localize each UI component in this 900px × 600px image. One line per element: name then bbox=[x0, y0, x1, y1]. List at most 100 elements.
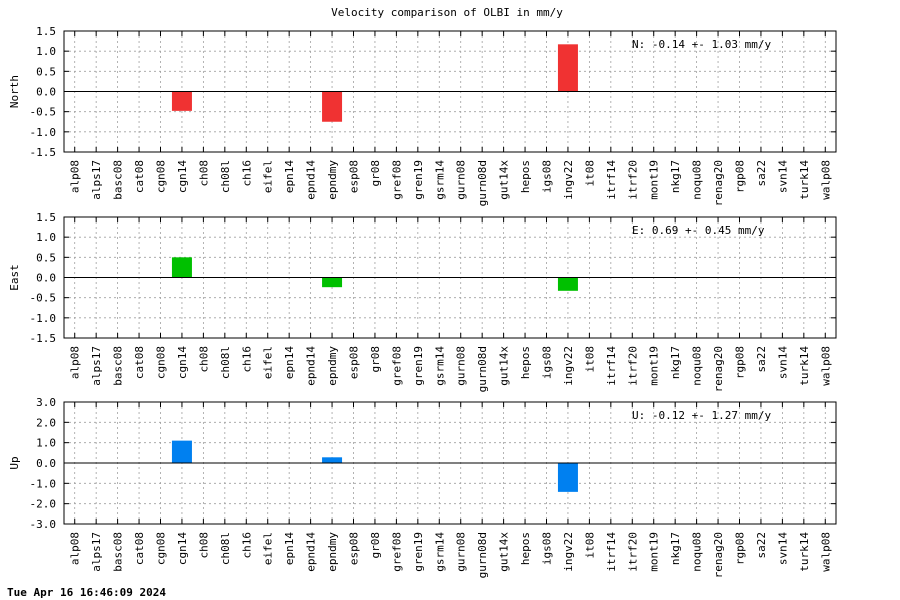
x-tick-label: igs08 bbox=[541, 160, 554, 193]
x-tick-label: basc08 bbox=[112, 532, 125, 572]
bar-ingv22 bbox=[557, 44, 578, 92]
x-tick-label: alp08 bbox=[69, 532, 82, 565]
x-tick-label: cgn14 bbox=[176, 160, 189, 193]
x-tick-label: turk14 bbox=[798, 160, 811, 200]
x-tick-label: gurn08d bbox=[476, 532, 489, 578]
x-tick-label: hepos bbox=[519, 160, 532, 193]
x-tick-label: it08 bbox=[583, 346, 596, 373]
x-tick-label: cat08 bbox=[133, 346, 146, 379]
y-tick-label: 3.0 bbox=[36, 396, 56, 409]
x-tick-label: renag20 bbox=[712, 160, 725, 206]
x-tick-label: gren19 bbox=[412, 532, 425, 572]
bar-epndmy bbox=[322, 91, 343, 122]
y-axis-label: East bbox=[8, 264, 21, 291]
x-tick-label: sa22 bbox=[755, 160, 768, 187]
y-tick-label: -1.5 bbox=[30, 332, 57, 345]
x-tick-label: walp08 bbox=[819, 346, 832, 386]
x-tick-label: mont19 bbox=[648, 532, 661, 572]
x-tick-label: alp08 bbox=[69, 346, 82, 379]
x-tick-label: nkg17 bbox=[669, 346, 682, 379]
x-tick-label: epn14 bbox=[283, 160, 296, 193]
y-axis-label: Up bbox=[8, 456, 21, 469]
x-tick-label: ch08l bbox=[219, 346, 232, 379]
x-tick-label: ingv22 bbox=[562, 160, 575, 200]
x-tick-label: ch16 bbox=[240, 346, 253, 373]
x-tick-label: nkg17 bbox=[669, 160, 682, 193]
x-tick-label: gsrm14 bbox=[433, 532, 446, 572]
x-tick-label: turk14 bbox=[798, 346, 811, 386]
stats-annotation: U: -0.12 +- 1.27 mm/y bbox=[632, 409, 771, 422]
x-tick-label: cgn14 bbox=[176, 532, 189, 565]
x-tick-label: it08 bbox=[583, 160, 596, 187]
x-tick-label: itrf14 bbox=[605, 532, 618, 572]
x-tick-label: igs08 bbox=[541, 532, 554, 565]
x-tick-label: gren19 bbox=[412, 346, 425, 386]
x-tick-label: svn14 bbox=[776, 532, 789, 565]
x-tick-label: cgn08 bbox=[155, 532, 168, 565]
x-tick-label: gr08 bbox=[369, 346, 382, 373]
x-tick-label: rgp08 bbox=[734, 532, 747, 565]
y-tick-label: -2.0 bbox=[30, 498, 57, 511]
x-tick-label: itrf20 bbox=[626, 346, 639, 386]
bar-ingv22 bbox=[557, 277, 578, 291]
x-tick-label: alps17 bbox=[90, 160, 103, 200]
x-tick-label: esp08 bbox=[348, 532, 361, 565]
x-tick-label: eifel bbox=[262, 532, 275, 565]
x-tick-label: cat08 bbox=[133, 532, 146, 565]
y-tick-label: -3.0 bbox=[30, 518, 57, 531]
x-tick-label: ch08l bbox=[219, 532, 232, 565]
x-tick-label: esp08 bbox=[348, 160, 361, 193]
x-tick-label: epn14 bbox=[283, 532, 296, 565]
y-tick-label: -0.5 bbox=[30, 292, 57, 305]
bar-epndmy bbox=[322, 457, 343, 463]
x-tick-label: esp08 bbox=[348, 346, 361, 379]
y-axis-label: North bbox=[8, 75, 21, 108]
y-tick-label: 1.0 bbox=[36, 231, 56, 244]
x-tick-label: gr08 bbox=[369, 532, 382, 559]
x-tick-label: gref08 bbox=[390, 532, 403, 572]
x-tick-label: gut14x bbox=[498, 346, 511, 386]
x-tick-label: walp08 bbox=[819, 532, 832, 572]
y-tick-label: 0.5 bbox=[36, 251, 56, 264]
x-tick-label: ingv22 bbox=[562, 346, 575, 386]
x-tick-label: gurn08 bbox=[455, 346, 468, 386]
x-tick-label: epnd14 bbox=[305, 346, 318, 386]
x-tick-label: cgn14 bbox=[176, 346, 189, 379]
y-tick-label: 1.0 bbox=[36, 45, 56, 58]
x-tick-label: cgn08 bbox=[155, 160, 168, 193]
x-tick-label: ch16 bbox=[240, 532, 253, 559]
x-tick-label: itrf20 bbox=[626, 532, 639, 572]
panel-east: -1.5 -1.0 -0.5 0.0 0.5 1.0 1.5 alp08 alps17 basc0… bbox=[8, 211, 837, 392]
chart-title: Velocity comparison of OLBI in mm/y bbox=[331, 6, 563, 19]
panel-up: -3.0 -2.0 -1.0 0.0 1.0 2.0 3.0 alp08 alps17 basc0… bbox=[8, 396, 837, 578]
stats-annotation: E: 0.69 +- 0.45 mm/y bbox=[632, 224, 765, 237]
bar-cgn14 bbox=[171, 440, 192, 463]
x-tick-label: gurn08 bbox=[455, 532, 468, 572]
x-tick-label: sa22 bbox=[755, 346, 768, 373]
x-tick-label: gsrm14 bbox=[433, 346, 446, 386]
x-tick-label: noqu08 bbox=[691, 532, 704, 572]
x-tick-label: turk14 bbox=[798, 532, 811, 572]
x-tick-label: epndmy bbox=[326, 532, 339, 572]
x-tick-label: hepos bbox=[519, 532, 532, 565]
x-tick-label: noqu08 bbox=[691, 346, 704, 386]
stats-annotation: N: -0.14 +- 1.03 mm/y bbox=[632, 38, 771, 51]
x-tick-label: epnd14 bbox=[305, 160, 318, 200]
x-tick-label: ch08 bbox=[197, 160, 210, 187]
x-tick-label: igs08 bbox=[541, 346, 554, 379]
x-tick-label: walp08 bbox=[819, 160, 832, 200]
y-tick-label: 1.5 bbox=[36, 211, 56, 224]
x-tick-label: alps17 bbox=[90, 346, 103, 386]
bar-cgn14 bbox=[171, 257, 192, 278]
x-tick-label: ch08 bbox=[197, 346, 210, 373]
x-tick-label: epndmy bbox=[326, 160, 339, 200]
x-tick-label: epn14 bbox=[283, 346, 296, 379]
y-tick-label: 0.0 bbox=[36, 272, 56, 285]
y-tick-label: 1.5 bbox=[36, 25, 56, 38]
x-tick-label: mont19 bbox=[648, 160, 661, 200]
y-tick-label: 0.5 bbox=[36, 65, 56, 78]
x-tick-label: hepos bbox=[519, 346, 532, 379]
x-tick-label: cgn08 bbox=[155, 346, 168, 379]
bar-cgn14 bbox=[171, 91, 192, 111]
